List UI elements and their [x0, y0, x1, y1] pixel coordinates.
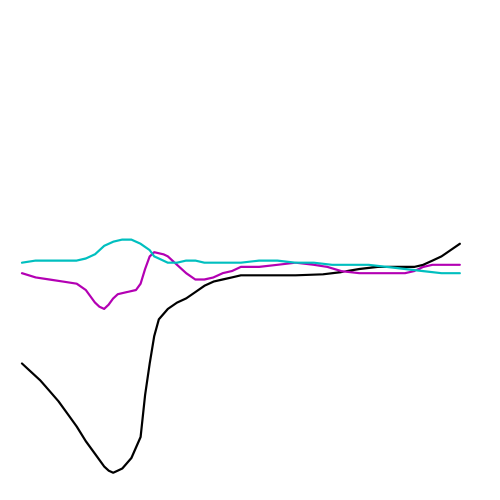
- series-line-3: [20, 238, 461, 275]
- series-line-1: [20, 242, 461, 474]
- series-layer: [20, 238, 461, 474]
- series-line-2: [20, 251, 461, 310]
